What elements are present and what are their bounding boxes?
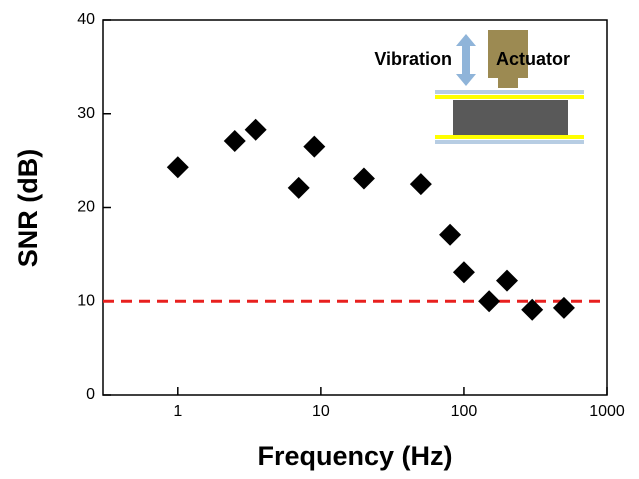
y-tick-label: 0 — [86, 386, 95, 403]
y-tick-label: 10 — [77, 292, 95, 309]
y-tick-label: 40 — [77, 11, 95, 28]
data-point — [166, 156, 189, 179]
data-point — [496, 269, 519, 292]
data-point — [352, 167, 375, 190]
data-point — [452, 261, 475, 284]
layer — [453, 100, 568, 135]
data-point — [223, 129, 246, 152]
data-point — [244, 118, 267, 141]
y-tick-label: 20 — [77, 199, 95, 216]
x-axis-label: Frequency (Hz) — [257, 441, 452, 471]
data-point — [521, 298, 544, 321]
inset-diagram — [435, 30, 584, 144]
annotation: Vibration — [374, 49, 452, 69]
y-tick-label: 30 — [77, 105, 95, 122]
data-point — [409, 173, 432, 196]
x-tick-label: 100 — [451, 403, 478, 420]
data-point — [552, 296, 575, 319]
plot-frame — [102, 19, 608, 396]
data-point — [478, 290, 501, 313]
annotation: Actuator — [496, 49, 570, 69]
vibration-arrow — [456, 34, 476, 86]
x-tick-label: 1000 — [589, 403, 625, 420]
actuator-tip — [498, 78, 518, 88]
data-point — [303, 135, 326, 158]
actuator — [488, 30, 528, 78]
x-tick-label: 10 — [312, 403, 330, 420]
y-axis-label: SNR (dB) — [13, 149, 43, 267]
x-tick-label: 1 — [173, 403, 182, 420]
data-point — [287, 176, 310, 199]
data-point — [439, 223, 462, 246]
